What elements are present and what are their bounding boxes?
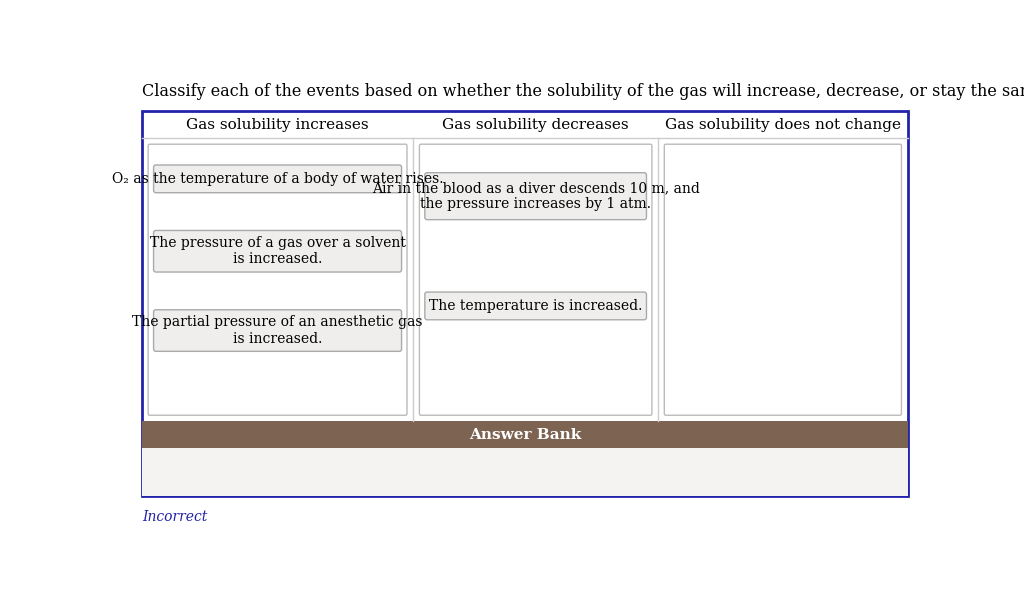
FancyBboxPatch shape <box>142 448 907 496</box>
FancyBboxPatch shape <box>420 144 652 415</box>
Text: Gas solubility does not change: Gas solubility does not change <box>665 117 901 131</box>
FancyBboxPatch shape <box>425 172 646 220</box>
Text: Incorrect: Incorrect <box>142 510 207 524</box>
FancyBboxPatch shape <box>154 231 401 272</box>
Text: O₂ as the temperature of a body of water rises.: O₂ as the temperature of a body of water… <box>112 172 443 186</box>
FancyBboxPatch shape <box>665 144 901 415</box>
FancyBboxPatch shape <box>154 165 401 193</box>
Text: The temperature is increased.: The temperature is increased. <box>429 299 642 313</box>
Text: The pressure of a gas over a solvent
is increased.: The pressure of a gas over a solvent is … <box>150 236 406 266</box>
Text: Classify each of the events based on whether the solubility of the gas will incr: Classify each of the events based on whe… <box>142 83 1024 100</box>
FancyBboxPatch shape <box>142 111 907 496</box>
Text: Air in the blood as a diver descends 10 m, and
the pressure increases by 1 atm.: Air in the blood as a diver descends 10 … <box>372 181 699 211</box>
Text: Answer Bank: Answer Bank <box>469 428 581 442</box>
Text: Gas solubility decreases: Gas solubility decreases <box>442 117 629 131</box>
Text: The partial pressure of an anesthetic gas
is increased.: The partial pressure of an anesthetic ga… <box>132 315 423 345</box>
FancyBboxPatch shape <box>154 310 401 352</box>
FancyBboxPatch shape <box>142 422 907 448</box>
FancyBboxPatch shape <box>425 292 646 320</box>
Text: Gas solubility increases: Gas solubility increases <box>186 117 369 131</box>
FancyBboxPatch shape <box>148 144 407 415</box>
